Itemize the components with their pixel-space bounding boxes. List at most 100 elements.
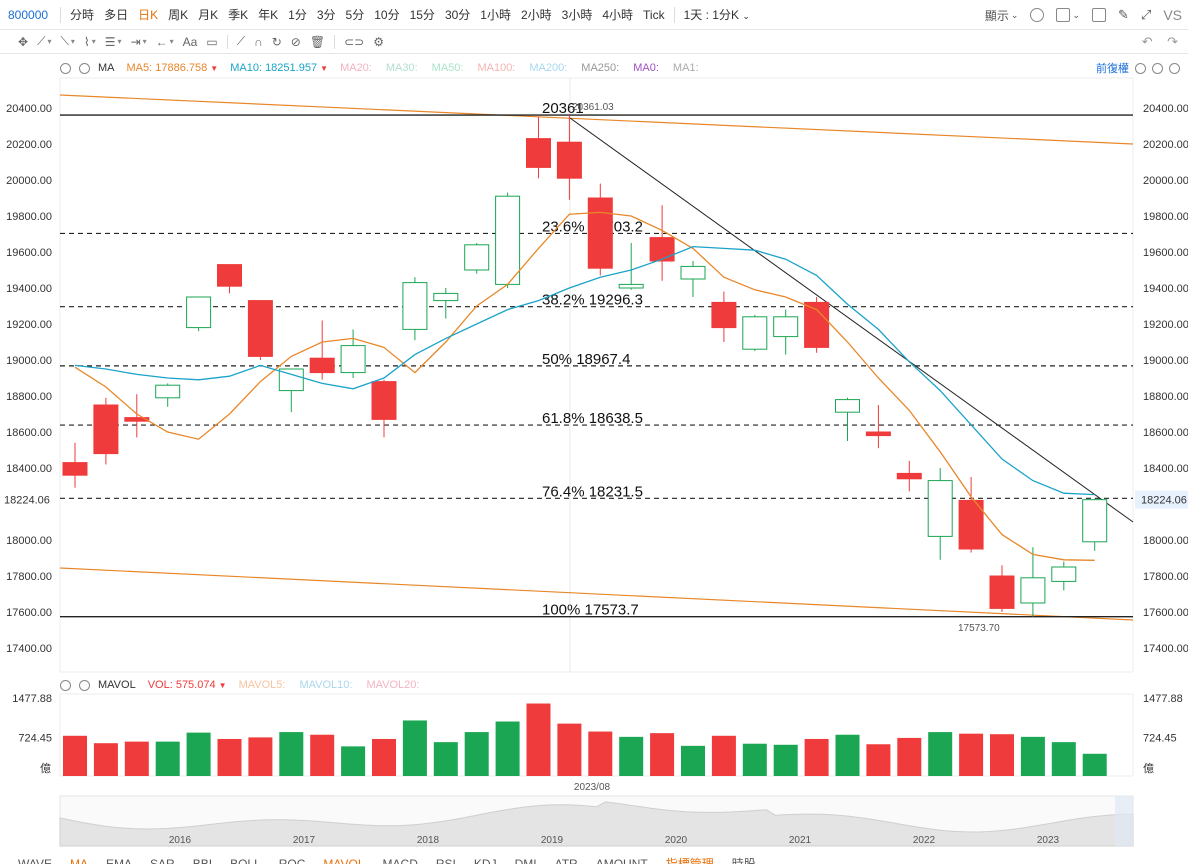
timeframe-5[interactable]: 季K xyxy=(228,8,249,22)
indicator-close-icon[interactable] xyxy=(79,679,90,691)
volume-bar-20 xyxy=(681,745,705,776)
pen-icon[interactable]: ✎ xyxy=(1118,7,1129,22)
timeframe-1[interactable]: 多日 xyxy=(104,8,129,22)
indicator-tab-14[interactable]: 指標管理 xyxy=(665,857,714,864)
layout-icon[interactable]: ⌄ xyxy=(1056,8,1080,22)
timeframe-9[interactable]: 5分 xyxy=(345,8,365,22)
channel-tool-icon[interactable]: ☰ ▾ xyxy=(104,34,122,49)
camera-icon[interactable] xyxy=(1092,8,1106,22)
ray-tool-icon[interactable]: ⟍ ▾ xyxy=(60,34,75,48)
volume-bar-3 xyxy=(155,741,180,776)
timeframe-16[interactable]: 4小時 xyxy=(602,8,634,22)
magnet-tool-icon[interactable]: ∩ xyxy=(254,34,263,49)
indicator-tab-12[interactable]: ATR xyxy=(554,857,578,864)
indicator-tab-8[interactable]: MACD xyxy=(382,857,418,864)
vol-tick-right-1: 724.45 xyxy=(1143,733,1177,745)
inactive-ma-5[interactable]: MA250: xyxy=(581,62,620,74)
indicator-tab-1[interactable]: MA xyxy=(70,857,89,864)
inactive-mavol-2[interactable]: MAVOL20: xyxy=(366,679,420,691)
link-icon[interactable]: ⊂⊃ xyxy=(344,34,365,49)
indicator-tab-3[interactable]: SAR xyxy=(150,857,175,864)
vol-indicator-name[interactable]: MAVOL xyxy=(98,679,136,691)
indicator-tab-0[interactable]: WAVE xyxy=(18,857,53,864)
indicator-tab-2[interactable]: EMA xyxy=(106,857,133,864)
y-tick-right-13: 17600.00 xyxy=(1143,607,1188,619)
indicator-tab-9[interactable]: RSI xyxy=(435,857,456,864)
adjust-mode-link[interactable]: 前復權 xyxy=(1096,63,1129,75)
ruler-tool-icon[interactable]: ⟋ xyxy=(236,34,246,48)
symbol-code[interactable]: 800000 xyxy=(8,7,49,22)
candle-body-3 xyxy=(155,384,181,399)
undo-icon[interactable]: ↶ xyxy=(1141,34,1153,49)
redo-icon[interactable]: ↷ xyxy=(1167,34,1178,49)
indicator-tabs: WAVE MA EMA SAR BBI BOLL ROC MAVOL MACD RSI KDJ DMI… xyxy=(0,854,1188,864)
inactive-ma-7[interactable]: MA1: xyxy=(672,62,699,74)
timeframe-4[interactable]: 月K xyxy=(198,8,219,22)
volume-bar-29 xyxy=(959,733,984,776)
add-icon[interactable] xyxy=(1169,62,1180,74)
inactive-ma-2[interactable]: MA50: xyxy=(431,62,464,74)
timeframe-3[interactable]: 周K xyxy=(168,8,189,22)
timeframe-17[interactable]: Tick xyxy=(643,7,665,22)
volume-indicator-header: MAVOL VOL: 575.074 ▼ MAVOL5: MAVOL10: MAVO… xyxy=(60,676,433,694)
toolbar-divider xyxy=(60,6,62,23)
restore-icon[interactable] xyxy=(1152,62,1163,74)
trendline-tool-icon[interactable]: ⟋ ▾ xyxy=(37,34,52,48)
arrow-tool-icon[interactable]: ← ▾ xyxy=(155,34,174,49)
candle-body-25 xyxy=(835,399,860,413)
indicator-tab-11[interactable]: DMI xyxy=(514,857,537,864)
overview-year-0: 2016 xyxy=(169,835,192,846)
indicator-tab-10[interactable]: KDJ xyxy=(473,857,497,864)
indicator-name[interactable]: MA xyxy=(98,62,115,74)
period-select[interactable]: 1天 : 1分K ⌄ xyxy=(679,6,755,23)
measure-tool-icon[interactable]: ⇥ ▾ xyxy=(130,34,147,49)
indicator-tab-15[interactable]: 時股 xyxy=(731,857,756,864)
timeframe-2[interactable]: 日K xyxy=(138,8,159,22)
timeframe-13[interactable]: 1小時 xyxy=(480,8,511,22)
inactive-ma-3[interactable]: MA100: xyxy=(477,62,516,74)
fib-level-label-4: 61.8% 18638.5 xyxy=(542,410,643,427)
timeframe-14[interactable]: 2小時 xyxy=(520,8,552,22)
indicator-close-icon[interactable] xyxy=(79,62,90,74)
timeframe-15[interactable]: 3小時 xyxy=(561,8,593,22)
inactive-ma-4[interactable]: MA200: xyxy=(529,62,568,74)
crosshair-tool-icon[interactable]: ✥ xyxy=(18,34,29,49)
inactive-mavol-1[interactable]: MAVOL10: xyxy=(299,679,353,691)
comment-tool-icon[interactable]: ▭ xyxy=(206,34,218,49)
trash-icon[interactable]: 🗑 xyxy=(309,34,326,49)
indicator-settings-icon[interactable] xyxy=(60,679,71,691)
minus-icon[interactable] xyxy=(1135,62,1146,74)
inactive-ma-6[interactable]: MA0: xyxy=(633,62,659,74)
settings-icon[interactable] xyxy=(1030,8,1045,22)
indicator-tab-5[interactable]: BOLL xyxy=(230,857,261,864)
volume-bar-11 xyxy=(402,720,427,776)
gear-icon[interactable]: ⚙ xyxy=(373,34,384,49)
timeframe-10[interactable]: 10分 xyxy=(374,8,400,22)
inactive-ma-1[interactable]: MA30: xyxy=(385,62,418,74)
display-button[interactable]: 顯示 ⌄ xyxy=(985,7,1019,24)
vs-button[interactable]: VS xyxy=(1163,7,1182,23)
timeframe-0[interactable]: 分時 xyxy=(70,8,95,22)
volume-bar-31 xyxy=(1020,736,1045,776)
indicator-tab-7[interactable]: MAVOL xyxy=(323,857,365,864)
hide-tool-icon[interactable]: ⊘ xyxy=(290,34,301,49)
indicator-tab-6[interactable]: ROC xyxy=(278,857,306,864)
inactive-mavol-0[interactable]: MAVOL5: xyxy=(238,679,286,691)
fullscreen-icon[interactable]: ⤢ xyxy=(1140,7,1152,22)
indicator-tab-13[interactable]: AMOUNT xyxy=(595,857,648,864)
volume-bar-25 xyxy=(835,734,860,776)
timeframe-8[interactable]: 3分 xyxy=(316,8,336,22)
indicator-settings-icon[interactable] xyxy=(60,62,71,74)
vol-tick-left-1: 724.45 xyxy=(18,733,52,745)
timeframe-7[interactable]: 1分 xyxy=(288,8,307,22)
indicator-tab-4[interactable]: BBI xyxy=(192,857,213,864)
text-tool-icon[interactable]: Aa xyxy=(182,34,198,49)
timeframe-11[interactable]: 15分 xyxy=(409,8,435,22)
volume-bar-1 xyxy=(93,743,118,776)
timeframe-12[interactable]: 30分 xyxy=(444,8,471,22)
timeframe-6[interactable]: 年K xyxy=(258,8,279,22)
fib-tool-icon[interactable]: ⌇ ▾ xyxy=(83,34,96,49)
sync-tool-icon[interactable]: ↻ xyxy=(271,34,282,49)
inactive-ma-0[interactable]: MA20: xyxy=(340,62,372,74)
